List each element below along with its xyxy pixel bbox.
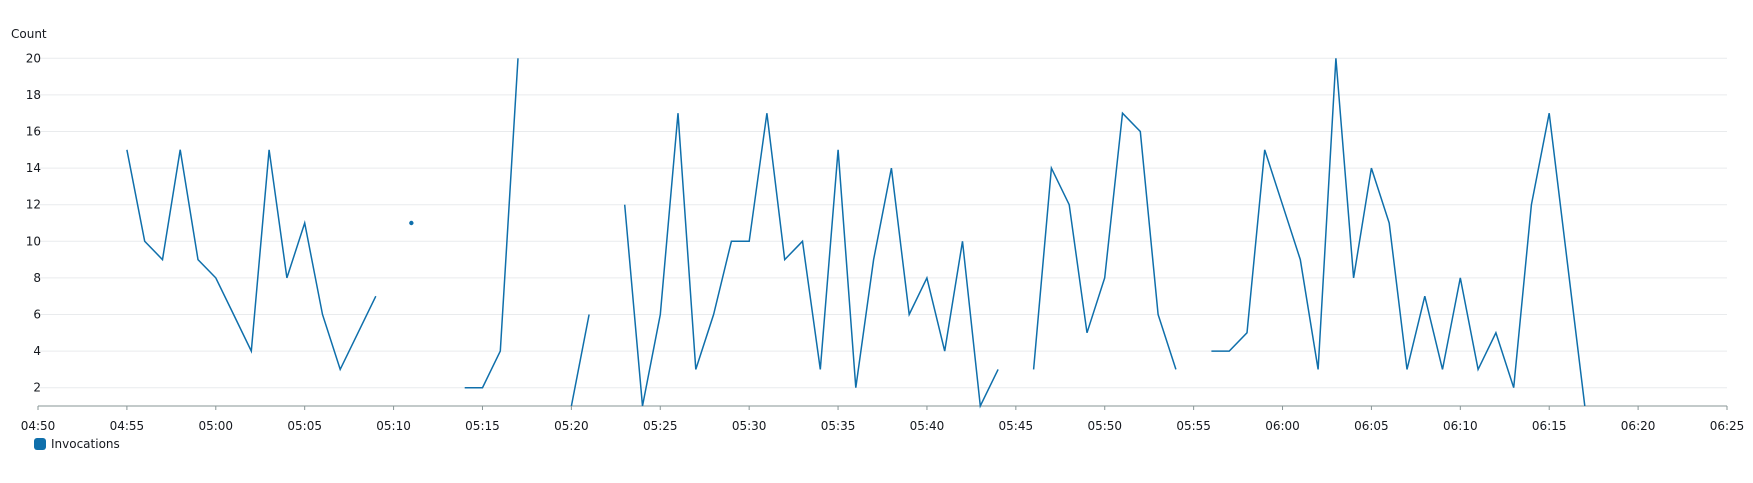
series-line-segment xyxy=(464,58,519,389)
x-tick-label: 06:25 xyxy=(1710,419,1745,433)
legend-swatch xyxy=(34,438,46,450)
x-tick-label: 05:45 xyxy=(999,419,1034,433)
x-tick-label: 05:15 xyxy=(465,419,500,433)
x-tick-label: 05:50 xyxy=(1087,419,1122,433)
y-tick-label: 18 xyxy=(26,88,41,102)
y-gridlines xyxy=(38,57,1727,389)
x-tick-label: 04:50 xyxy=(21,419,56,433)
x-tick-label: 04:55 xyxy=(110,419,145,433)
series-line-segment xyxy=(126,149,377,372)
y-tick-label: 4 xyxy=(33,344,41,358)
y-tick-label: 2 xyxy=(33,381,41,395)
x-tick-label: 05:20 xyxy=(554,419,589,433)
series-line-segment xyxy=(570,314,590,407)
x-tick-label: 06:20 xyxy=(1621,419,1656,433)
y-tick-labels: 2 4 6 8 10 12 14 16 18 20 xyxy=(26,51,41,394)
x-tick-label: 06:05 xyxy=(1354,419,1389,433)
x-tick-label: 06:10 xyxy=(1443,419,1478,433)
x-tick-labels: 04:50 04:55 05:00 05:05 05:10 05:15 05:20 05:25… xyxy=(21,406,1745,433)
x-tick-label: 05:00 xyxy=(198,419,233,433)
series-line-segment xyxy=(623,113,999,409)
x-tick-label: 06:00 xyxy=(1265,419,1300,433)
y-tick-label: 12 xyxy=(26,198,41,212)
series-line-segment xyxy=(1211,58,1586,407)
legend-label: Invocations xyxy=(51,437,120,451)
series-line-segment xyxy=(1032,111,1177,370)
y-tick-label: 6 xyxy=(33,308,41,322)
x-tick-label: 05:25 xyxy=(643,419,678,433)
x-tick-label: 06:15 xyxy=(1532,419,1567,433)
y-tick-label: 8 xyxy=(33,271,41,285)
x-tick-label: 05:30 xyxy=(732,419,767,433)
y-tick-label: 20 xyxy=(26,51,41,65)
y-tick-label: 10 xyxy=(26,234,41,248)
data-point xyxy=(409,220,414,226)
y-axis-title: Count xyxy=(11,27,47,41)
legend-item-invocations[interactable]: Invocations xyxy=(34,437,120,451)
x-tick-label: 05:10 xyxy=(376,419,411,433)
x-tick-label: 05:05 xyxy=(287,419,322,433)
y-tick-label: 16 xyxy=(26,125,41,139)
series-invocations xyxy=(126,58,1586,409)
x-tick-label: 05:55 xyxy=(1176,419,1211,433)
y-tick-label: 14 xyxy=(26,161,41,175)
x-tick-label: 05:35 xyxy=(821,419,856,433)
x-tick-label: 05:40 xyxy=(910,419,945,433)
